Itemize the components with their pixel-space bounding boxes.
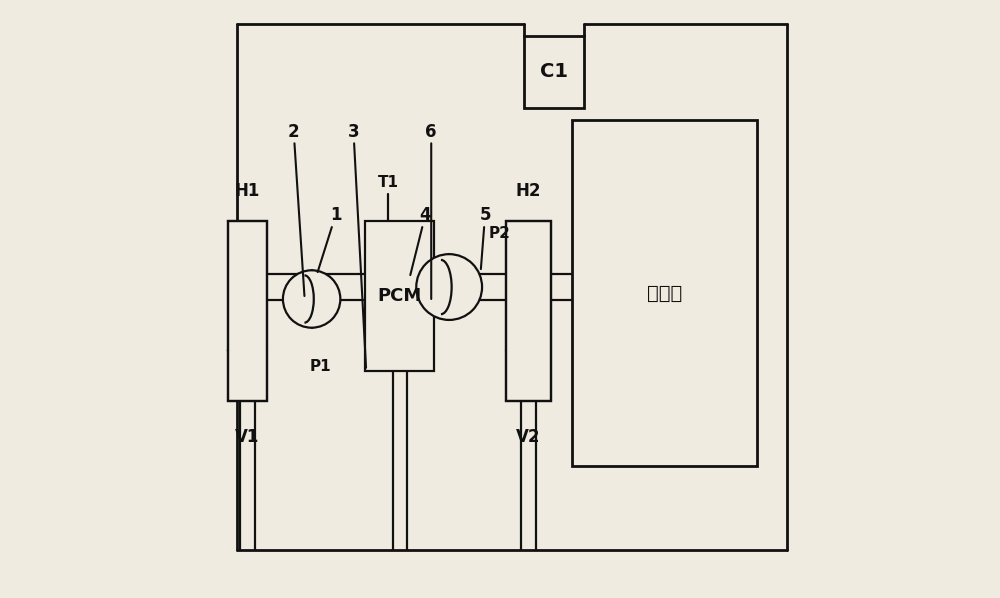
Text: PCM: PCM <box>378 287 422 305</box>
Text: 5: 5 <box>479 206 491 269</box>
Text: 4: 4 <box>410 206 431 275</box>
Text: C1: C1 <box>540 62 568 81</box>
Text: V2: V2 <box>516 428 541 446</box>
Bar <box>506 221 551 401</box>
Text: V1: V1 <box>235 428 260 446</box>
Bar <box>572 120 757 466</box>
Text: T1: T1 <box>377 175 398 190</box>
Text: 2: 2 <box>288 123 304 296</box>
Circle shape <box>416 254 482 320</box>
Bar <box>365 221 434 371</box>
Text: 3: 3 <box>348 123 366 368</box>
Bar <box>506 221 551 401</box>
Bar <box>228 221 267 401</box>
Bar <box>228 221 267 401</box>
Text: H1: H1 <box>235 182 260 200</box>
Text: P2: P2 <box>489 225 511 241</box>
Text: 1: 1 <box>318 206 341 272</box>
Circle shape <box>283 270 340 328</box>
Text: H2: H2 <box>516 182 541 200</box>
Text: P1: P1 <box>310 359 331 374</box>
Text: 服务器: 服务器 <box>647 283 682 303</box>
Text: 6: 6 <box>425 123 437 299</box>
Bar <box>524 36 584 108</box>
